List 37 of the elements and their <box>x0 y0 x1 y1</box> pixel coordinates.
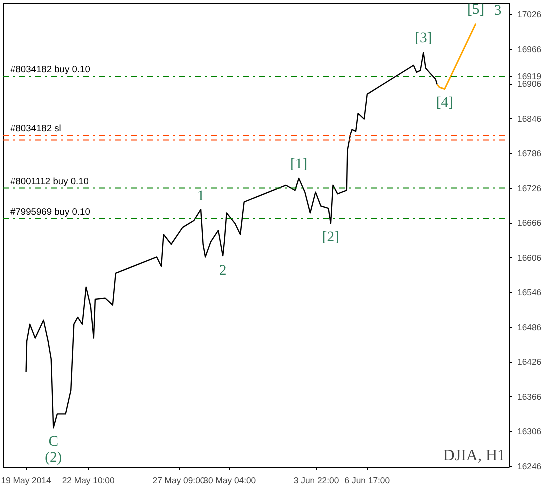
annotation: 3 <box>494 2 502 19</box>
y-tick-label: 16606 <box>518 252 542 263</box>
y-tick-label: 16919 <box>518 71 542 82</box>
y-tick-label: 16846 <box>518 114 542 124</box>
annotation: [2] <box>322 230 340 246</box>
x-tick-label: 3 Jun 22:00 <box>294 476 340 486</box>
y-tick-label: 16786 <box>518 148 542 159</box>
annotation: (2) <box>45 450 62 466</box>
y-tick-label: 17026 <box>518 10 542 20</box>
y-tick-label: 16246 <box>518 461 542 472</box>
y-tick-label: 16666 <box>518 218 542 228</box>
y-tick-label: 16366 <box>518 392 542 402</box>
y-tick-label: 16306 <box>518 426 542 437</box>
x-tick-label: 27 May 09:00 <box>152 476 206 486</box>
y-tick-label: 16546 <box>518 288 542 298</box>
x-tick-label: 22 May 10:00 <box>62 476 116 486</box>
annotation: [3] <box>415 30 432 47</box>
y-tick-label: 16486 <box>518 322 542 332</box>
annotation: [4] <box>436 95 454 112</box>
annotation: [1] <box>290 156 308 172</box>
line-series <box>436 23 477 90</box>
y-tick-label: 16726 <box>518 183 542 194</box>
ref-line-label: #8001112 buy 0.10 <box>10 176 89 186</box>
ref-line-label: #8034182 sl <box>10 124 62 134</box>
y-tick-label: 16966 <box>518 44 542 54</box>
x-tick-label: 19 May 2014 <box>1 476 52 486</box>
annotation: 1 <box>197 188 205 205</box>
annotation: C <box>48 434 59 450</box>
ref-line-label: #8034182 buy 0.10 <box>10 64 90 74</box>
annotation: [5] <box>468 2 485 18</box>
ref-line-label: #7995969 buy 0.10 <box>10 206 90 217</box>
x-tick-label: 6 Jun 17:00 <box>344 476 390 486</box>
annotation: DJIA, H1 <box>443 448 506 464</box>
annotation: 2 <box>219 263 227 280</box>
y-tick-label: 16426 <box>518 357 542 368</box>
y-tick-label: 16906 <box>518 79 542 90</box>
x-tick-label: 30 May 04:00 <box>204 476 256 486</box>
